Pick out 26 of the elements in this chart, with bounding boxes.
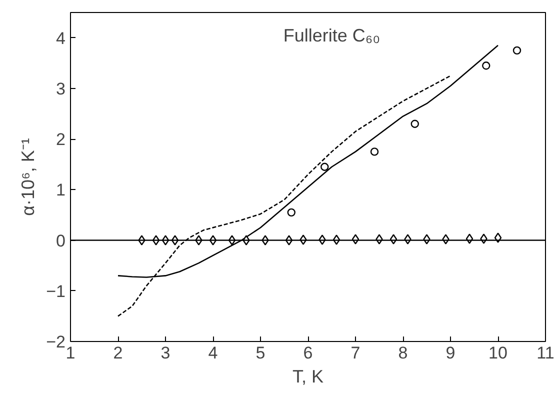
y-tick-label: −2 (46, 332, 66, 352)
point (370, 148, 379, 156)
point (512, 46, 522, 55)
y-axis-title: α·10⁶, K⁻¹ (18, 138, 38, 216)
x-tick-label: 4 (208, 344, 218, 362)
x-tick-label: 9 (446, 344, 456, 362)
y-tick-label: 2 (56, 130, 66, 150)
point (320, 162, 329, 171)
point (482, 62, 490, 70)
y-tick-label: 4 (56, 28, 66, 48)
point (287, 208, 296, 217)
x-tick-label: 2 (113, 344, 123, 362)
x-tick-label: 5 (256, 344, 266, 362)
x-tick-label: 6 (303, 344, 313, 362)
x-tick-label: 10 (488, 344, 508, 362)
x-tick-label: 8 (398, 344, 408, 362)
y-tick-label: 0 (56, 231, 66, 250)
x-axis-title: T, K (292, 366, 324, 386)
y-tick-label: −1 (46, 282, 66, 301)
point (410, 120, 419, 128)
x-tick-label: 11 (536, 344, 554, 362)
x-tick-label: 3 (160, 344, 170, 362)
annotation: Fullerite C₆₀ (283, 25, 380, 46)
y-tick-label: 3 (56, 79, 66, 98)
y-tick-label: 1 (56, 180, 66, 200)
x-tick-label: 7 (350, 344, 360, 362)
